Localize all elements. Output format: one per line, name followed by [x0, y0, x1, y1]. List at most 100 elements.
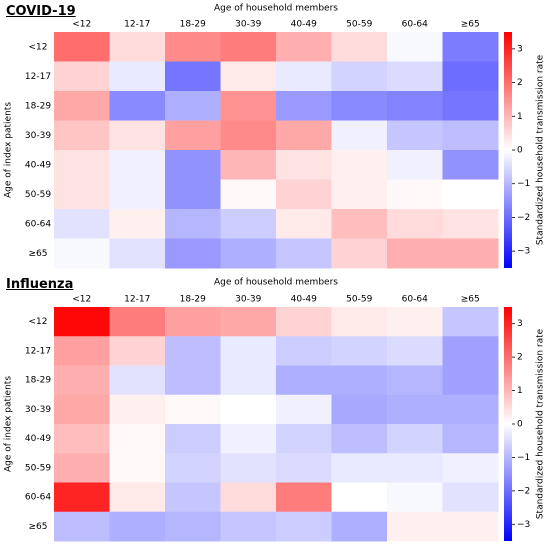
heatmap-cell	[387, 424, 443, 454]
heatmap-cell	[331, 307, 388, 337]
heatmap-cell	[109, 453, 166, 483]
heatmap-cell	[220, 150, 277, 180]
x-tick-label: 18-29	[180, 295, 206, 305]
heatmap-cell	[54, 209, 110, 239]
heatmap-cell	[442, 307, 499, 337]
colorbar	[504, 307, 512, 541]
heatmap-cell	[276, 91, 332, 121]
heatmap-cell	[276, 238, 332, 269]
x-tick-label: 60-64	[402, 295, 428, 305]
colorbar-label: Standardized household transmission rate	[536, 328, 546, 519]
heatmap-cell	[276, 424, 332, 454]
heatmap-cell	[165, 394, 221, 425]
x-tick-label: 50-59	[346, 295, 372, 305]
heatmap-cell	[276, 120, 332, 151]
heatmap-cell	[276, 336, 332, 366]
colorbar-tick-label: 1	[517, 386, 523, 396]
colorbar-tick-label: 0	[517, 146, 523, 156]
heatmap-cell	[220, 365, 277, 396]
heatmap-cell	[109, 120, 166, 151]
heatmap-cell	[276, 150, 332, 180]
heatmap-cell	[276, 511, 332, 542]
x-tick-label: 30-39	[235, 295, 261, 305]
heatmap-cell	[442, 238, 499, 269]
heatmap-cell	[442, 394, 499, 425]
heatmap-cell	[331, 424, 388, 454]
heatmap-cell	[387, 482, 443, 513]
heatmap-cell	[331, 120, 388, 151]
heatmap-cell	[276, 209, 332, 239]
heatmap-cell	[54, 307, 110, 337]
x-tick-label: 50-59	[346, 20, 372, 30]
heatmap-cell	[331, 511, 388, 542]
colorbar-tick-label: −2	[517, 213, 530, 223]
heatmap-cell	[387, 511, 443, 542]
y-tick-label: 40-49	[25, 160, 51, 170]
heatmap-cell	[387, 179, 443, 210]
heatmap-cell	[442, 120, 499, 151]
colorbar-tick-label: 2	[517, 353, 523, 363]
colorbar-tick-label: 2	[517, 78, 523, 88]
heatmap-cell	[387, 394, 443, 425]
heatmap-cell	[387, 307, 443, 337]
y-tick-label: 50-59	[25, 190, 51, 200]
heatmap-cell	[54, 91, 110, 121]
heatmap-cell	[165, 453, 221, 483]
heatmap-cell	[165, 209, 221, 239]
heatmap-cell	[276, 453, 332, 483]
heatmap-cell	[165, 32, 221, 62]
x-tick-label: 30-39	[235, 20, 261, 30]
heatmap-cell	[165, 424, 221, 454]
colorbar-tick-label: −2	[517, 486, 530, 496]
heatmap-cell	[54, 511, 110, 542]
heatmap-cell	[442, 32, 499, 62]
colorbar-tick-label: −3	[517, 520, 530, 530]
colorbar-tick-label: −1	[517, 179, 530, 189]
colorbar-tick-label: −1	[517, 453, 530, 463]
covid-panel-title: COVID-19	[6, 4, 76, 19]
covid-heatmap: Age of household members <12 12-17 18-29 30-…	[4, 4, 546, 269]
heatmap-cell	[387, 91, 443, 121]
heatmap-cell	[54, 365, 110, 396]
heatmap-cell	[54, 120, 110, 151]
heatmap-cell	[220, 179, 277, 210]
heatmap-cell	[109, 511, 166, 542]
heatmap-cell	[109, 238, 166, 269]
heatmap-cell	[109, 365, 166, 396]
heatmap-cell	[442, 91, 499, 121]
heatmap-cell	[109, 394, 166, 425]
y-tick-label: ≥65	[29, 522, 48, 532]
y-tick-label: 12-17	[25, 346, 51, 356]
y-tick-label: <12	[29, 317, 48, 327]
heatmap-cell	[165, 179, 221, 210]
heatmap-cell	[331, 394, 388, 425]
y-axis-label: Age of index patients	[4, 102, 14, 198]
heatmap-cell	[109, 32, 166, 62]
y-tick-label: 30-39	[25, 131, 51, 141]
heatmap-cell	[220, 32, 277, 62]
x-axis-label: Age of household members	[214, 4, 338, 14]
influenza-panel-title: Influenza	[6, 277, 74, 292]
heatmap-cell	[54, 32, 110, 62]
heatmap-cell	[442, 482, 499, 513]
influenza-heatmap: Age of household members <12 12-17 18-29 30-…	[4, 278, 546, 542]
heatmap-cell	[165, 511, 221, 542]
x-tick-label: <12	[72, 295, 91, 305]
heatmap-cell	[109, 150, 166, 180]
heatmap-cell	[109, 307, 166, 337]
heatmap-cell	[276, 61, 332, 92]
heatmap-cell	[109, 61, 166, 92]
y-tick-label: 18-29	[25, 376, 51, 386]
heatmap-cell	[165, 61, 221, 92]
heatmap-cell	[387, 365, 443, 396]
heatmap-cell	[276, 482, 332, 513]
heatmap-cell	[331, 336, 388, 366]
heatmap-cell	[165, 238, 221, 269]
heatmap-cell	[220, 307, 277, 337]
heatmap-cell	[387, 209, 443, 239]
y-tick-label: 60-64	[25, 493, 51, 503]
heatmap-cell	[276, 307, 332, 337]
heatmap-cell	[331, 453, 388, 483]
x-tick-label: 12-17	[124, 20, 150, 30]
heatmap-cell	[220, 238, 277, 269]
